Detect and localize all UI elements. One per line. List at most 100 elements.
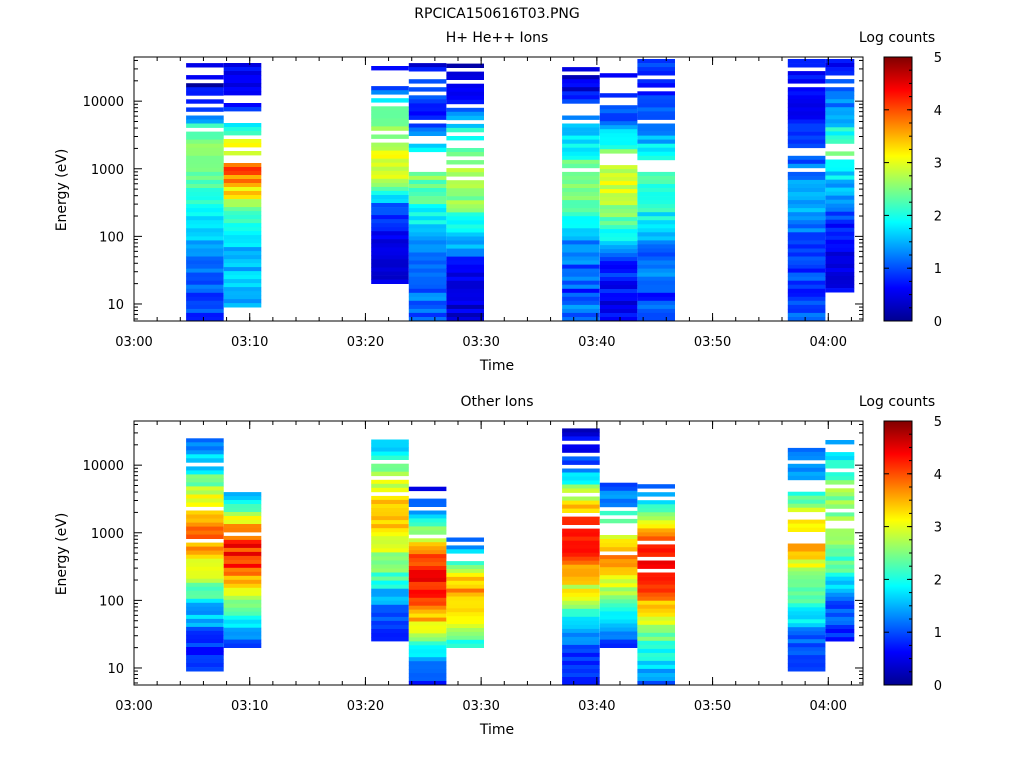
panel1-xlabel: Time [479,358,515,374]
spectrogram-cell [223,524,262,529]
spectrogram-cell [408,558,447,563]
spectrogram-cell [599,205,638,210]
spectrogram-cell [637,624,675,630]
spectrogram-cell [637,616,675,622]
spectrogram-cell [787,163,826,169]
spectrogram-cell [637,268,675,273]
spectrogram-cell [787,252,826,257]
spectrogram-cell [637,272,675,277]
spectrogram-cell [562,480,600,485]
spectrogram-cell [371,600,409,606]
spectrogram-cell [787,139,826,144]
spectrogram-cell [186,83,224,88]
spectrogram-cell [371,178,409,184]
spectrogram-cell [562,288,600,294]
spectrogram-cell [186,590,224,596]
spectrogram-cell [562,584,600,590]
spectrogram-cell [599,249,638,254]
spectrogram-cell [825,500,855,505]
spectrogram-cell [371,560,409,565]
spectrogram-cell [599,518,638,524]
spectrogram-cell [562,644,600,650]
spectrogram-cell [637,296,675,302]
spectrogram-cell [599,587,638,592]
spectrogram-cell [562,636,600,642]
spectrogram-cell [599,535,638,540]
spectrogram-cell [787,595,826,600]
spectrogram-cell [787,171,826,177]
spectrogram-cell [186,466,224,471]
x-tick-label: 03:10 [231,335,268,350]
spectrogram-cell [562,556,600,562]
spectrogram-cell [637,276,675,282]
spectrogram-cell [599,571,638,576]
spectrogram-cell [223,496,262,501]
spectrogram-cell [637,572,675,577]
spectrogram-cell [787,567,826,572]
spectrogram-cell [825,243,855,249]
spectrogram-cell [637,660,675,666]
spectrogram-cell [599,317,638,322]
x-tick-label: 03:30 [462,335,499,350]
spectrogram-cell [787,188,826,193]
spectrogram-cell [408,566,447,571]
spectrogram-cell [186,131,224,136]
spectrogram-cell [186,482,224,487]
spectrogram-cell [825,87,855,92]
spectrogram-cell [637,131,675,136]
spectrogram-cell [825,268,855,273]
spectrogram-cell [562,652,600,658]
spectrogram-cell [186,288,224,294]
spectrogram-cell [186,151,224,157]
spectrogram-cell [408,502,447,507]
spectrogram-cell [408,617,447,622]
spectrogram-cell [825,596,855,602]
spectrogram-cell [787,143,826,149]
spectrogram-cell [408,127,447,132]
spectrogram-cell [825,215,855,221]
spectrogram-cell [371,572,409,577]
spectrogram-cell [787,603,826,608]
panel-other-ions: 03:00 03:10 03:20 03:30 03:40 03:50 04:0010100… [83,415,942,714]
spectrogram-cell [787,631,826,636]
spectrogram-column [599,482,638,648]
spectrogram-cell [408,280,447,286]
spectrogram-cell [562,135,600,140]
spectrogram-cell [599,309,638,314]
spectrogram-cell [599,591,638,596]
spectrogram-cell [599,113,638,118]
spectrogram-cell [371,162,409,168]
spectrogram-column [371,66,409,284]
spectrogram-cell [599,145,638,150]
spectrogram-cell [186,115,224,120]
spectrogram-cell [371,251,409,256]
spectrogram-cell [371,211,409,216]
spectrogram-cell [562,216,600,221]
spectrogram-cell [186,212,224,217]
spectrogram-cell [637,612,675,618]
spectrogram-cell [446,584,484,589]
spectrogram-cell [186,236,224,241]
spectrogram-cell [371,235,409,240]
spectrogram-cell [408,601,447,607]
spectrogram-cell [223,187,262,192]
spectrogram-cell [825,135,855,140]
spectrogram-cell [787,607,826,612]
spectrogram-cell [223,251,262,256]
spectrogram-cell [371,126,409,131]
spectrogram-cell [637,304,675,310]
spectrogram-cell [787,599,826,604]
spectrogram-cell [408,248,447,253]
spectrogram-column [371,439,409,642]
spectrogram-cell [186,610,224,616]
spectrogram-cell [371,556,409,561]
spectrogram-cell [186,244,224,249]
spectrogram-cell [825,588,855,594]
spectrogram-cell [446,631,484,637]
spectrogram-cell [223,83,262,88]
spectrogram-cell [408,597,447,603]
spectrogram-cell [446,639,484,645]
spectrogram-cell [446,252,484,257]
spectrogram-cell [562,632,600,638]
spectrogram-cell [408,228,447,233]
